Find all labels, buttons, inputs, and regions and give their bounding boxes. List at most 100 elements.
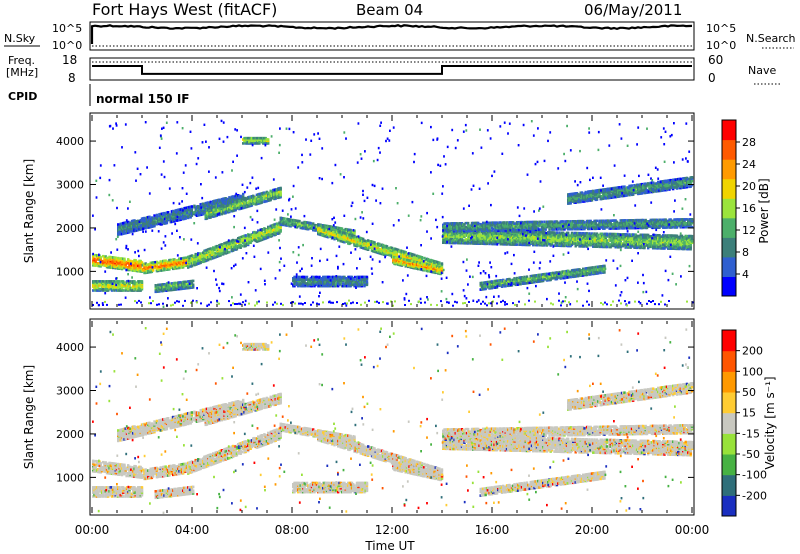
power-cell xyxy=(275,228,279,232)
power-cell xyxy=(142,262,145,266)
power-cell xyxy=(178,264,181,267)
power-cell xyxy=(137,280,140,283)
power-cell xyxy=(200,253,204,256)
power-cell xyxy=(203,260,206,263)
power-cell xyxy=(255,231,259,234)
power-cell xyxy=(238,239,241,242)
power-cell xyxy=(99,280,102,283)
power-cell xyxy=(175,214,179,217)
power-cell xyxy=(129,286,132,290)
power-cell xyxy=(178,208,181,211)
power-cell xyxy=(134,265,137,269)
power-cell xyxy=(112,266,115,270)
power-cell xyxy=(107,280,110,283)
power-cell xyxy=(132,260,135,263)
power-cell xyxy=(147,215,150,219)
power-cell xyxy=(175,211,179,215)
power-cell xyxy=(124,265,127,269)
power-cell xyxy=(124,231,127,235)
power-cell xyxy=(597,233,600,237)
power-cell xyxy=(199,261,202,265)
power-cell xyxy=(137,228,140,232)
power-cell xyxy=(235,246,239,250)
power-cell xyxy=(170,284,174,288)
power-cell xyxy=(170,288,174,292)
power-cell xyxy=(187,255,190,259)
power-cell xyxy=(223,242,226,245)
power-cell xyxy=(175,259,179,262)
power-cell xyxy=(263,232,266,235)
power-cell xyxy=(232,244,235,247)
power-cell xyxy=(192,279,195,283)
power-cell xyxy=(213,201,216,204)
power-cell xyxy=(215,203,219,206)
power-cell xyxy=(132,266,135,270)
power-cell xyxy=(243,234,246,238)
power-cell xyxy=(183,208,186,211)
power-cell xyxy=(182,262,185,265)
power-cell xyxy=(213,252,216,255)
power-cell xyxy=(278,228,281,231)
power-cell xyxy=(154,284,157,287)
power-cell xyxy=(107,258,110,261)
power-cell xyxy=(109,262,112,265)
power-cell xyxy=(153,266,156,269)
power-cell xyxy=(198,261,201,265)
power-cell xyxy=(278,221,281,225)
power-cell xyxy=(102,285,105,288)
power-cell xyxy=(205,253,209,257)
power-cell xyxy=(157,286,160,289)
power-cell xyxy=(225,241,229,244)
power-cell xyxy=(187,259,190,263)
power-cell xyxy=(228,196,231,199)
power-cell xyxy=(134,224,137,227)
power-cell xyxy=(283,217,286,220)
power-cell xyxy=(124,281,127,284)
power-cell xyxy=(175,208,179,212)
power-cell xyxy=(190,211,194,215)
power-cell xyxy=(567,231,570,235)
power-cell xyxy=(273,231,276,234)
power-cell xyxy=(119,257,122,260)
power-cell xyxy=(157,287,160,291)
power-cell xyxy=(188,286,191,290)
power-cell xyxy=(185,206,189,209)
power-cell xyxy=(122,284,125,287)
power-cell xyxy=(140,280,144,283)
power-cell xyxy=(268,230,271,233)
power-cell xyxy=(97,262,100,265)
power-cell xyxy=(94,253,97,257)
power-cell xyxy=(203,203,206,207)
power-cell xyxy=(188,256,191,260)
power-cell xyxy=(263,227,266,230)
power-cell xyxy=(132,229,135,233)
power-cell xyxy=(144,217,147,221)
freq-line xyxy=(92,65,692,75)
power-cell xyxy=(167,211,170,214)
power-cell xyxy=(163,215,166,219)
power-cell xyxy=(144,271,147,275)
power-cell xyxy=(193,204,196,208)
power-cell xyxy=(163,288,166,291)
power-cell xyxy=(124,221,127,224)
power-cell xyxy=(152,269,155,272)
power-cell xyxy=(104,259,107,262)
power-cell xyxy=(309,221,312,225)
power-cell xyxy=(132,289,135,292)
power-cell xyxy=(233,196,236,199)
power-echoes xyxy=(92,119,694,308)
freq-right-tick-bottom: 0 xyxy=(708,71,716,85)
power-cell xyxy=(410,259,414,263)
power-cell xyxy=(215,255,219,258)
power-cell xyxy=(170,261,174,264)
power-cell xyxy=(208,247,211,251)
power-cell xyxy=(579,232,582,235)
power-cell xyxy=(92,260,95,263)
power-cell xyxy=(188,211,191,214)
power-cell xyxy=(122,260,125,263)
power-cell xyxy=(99,287,102,291)
power-cell xyxy=(139,286,142,290)
power-cell xyxy=(265,234,269,237)
power-cell xyxy=(117,256,120,260)
power-cell xyxy=(157,269,160,273)
